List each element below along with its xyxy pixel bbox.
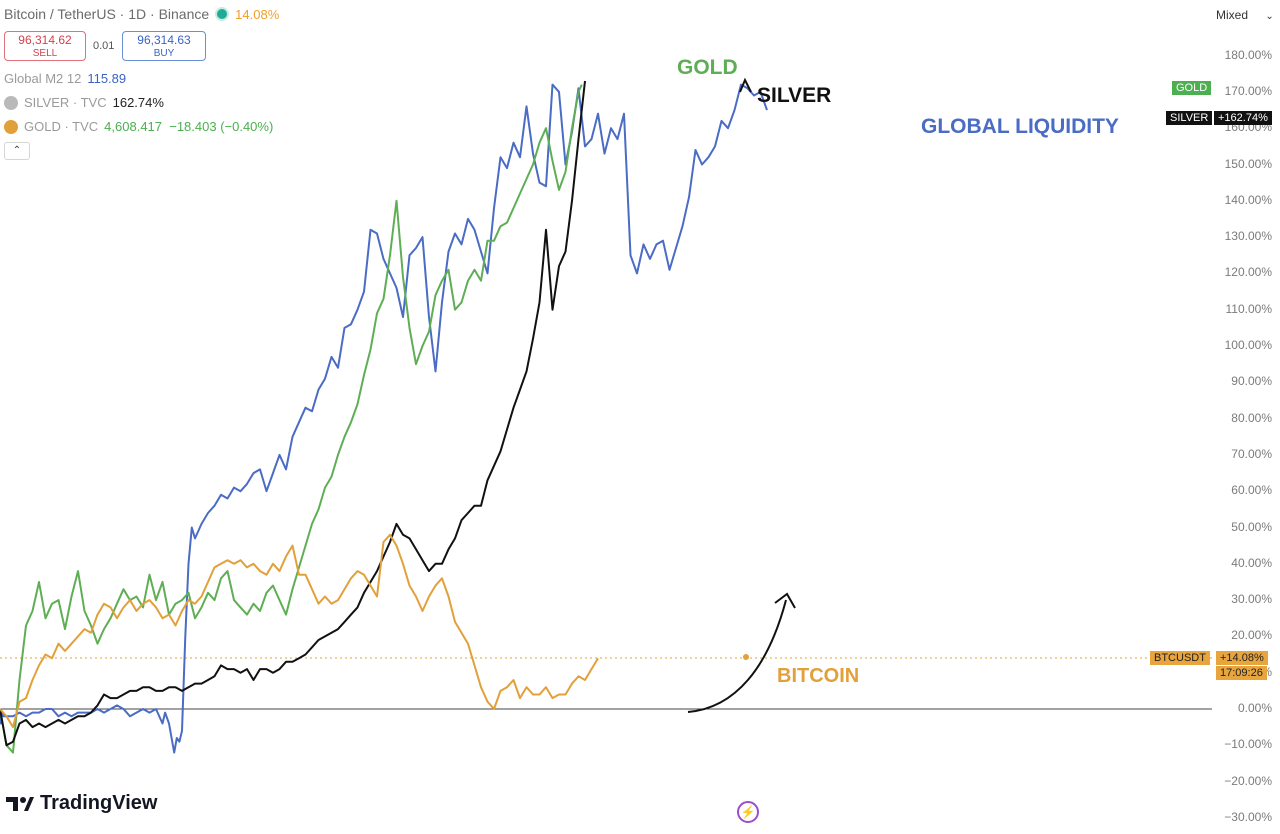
silver-icon bbox=[4, 95, 18, 110]
symbol-title[interactable]: Bitcoin / TetherUS · 1D · Binance bbox=[4, 6, 210, 22]
buy-label: BUY bbox=[153, 48, 175, 59]
gold-icon bbox=[4, 119, 18, 134]
y-axis-tick: 30.00% bbox=[1231, 592, 1272, 607]
silver-price-tag-name: SILVER bbox=[1166, 111, 1213, 125]
legend-m2-value: 115.89 bbox=[87, 71, 127, 86]
series-line-gold[interactable] bbox=[0, 84, 583, 754]
y-axis-tick: 180.00% bbox=[1224, 47, 1272, 62]
buy-button[interactable]: 96,314.63 BUY bbox=[122, 31, 206, 61]
legend-gold[interactable]: GOLD · TVC 4,608.417 −18.403 (−0.40%) bbox=[4, 119, 273, 134]
y-axis-tick: 60.00% bbox=[1231, 483, 1272, 498]
chevron-up-icon: ⌃ bbox=[12, 145, 22, 156]
legend-silver[interactable]: SILVER · TVC 162.74% bbox=[4, 95, 164, 110]
change-percent: 14.08% bbox=[235, 6, 280, 22]
y-axis-tick: 0.00% bbox=[1237, 701, 1272, 715]
gold-price-tag: GOLD bbox=[1172, 81, 1212, 95]
series-layer bbox=[0, 80, 768, 754]
y-axis-tick: 80.00% bbox=[1231, 410, 1272, 425]
scale-mode-label: Mixed bbox=[1216, 8, 1249, 22]
y-axis-tick: −30.00% bbox=[1224, 809, 1272, 824]
y-axis-tick: 130.00% bbox=[1224, 229, 1272, 244]
series-line-global-liquidity[interactable] bbox=[0, 83, 768, 754]
y-axis-tick: 110.00% bbox=[1225, 301, 1272, 316]
legend-silver-name: SILVER · TVC bbox=[24, 95, 107, 110]
bitcoin-trend-arrowhead bbox=[774, 592, 796, 609]
symbol-header[interactable]: Bitcoin / TetherUS · 1D · Binance 14.08% bbox=[4, 6, 279, 22]
tradingview-logo-text: TradingView bbox=[40, 792, 158, 814]
tradingview-logo-icon bbox=[6, 796, 34, 811]
y-axis-tick: 140.00% bbox=[1224, 192, 1272, 207]
y-axis-tick: 100.00% bbox=[1224, 338, 1272, 352]
gold-annotation: GOLD bbox=[677, 56, 738, 79]
spread-value: 0.01 bbox=[93, 40, 115, 52]
legend-collapse-button[interactable]: ⌃ bbox=[4, 142, 30, 160]
sell-price: 96,314.62 bbox=[18, 33, 72, 47]
legend-gold-value: 4,608.417 −18.403 (−0.40%) bbox=[104, 119, 274, 134]
silver-arrowhead bbox=[739, 77, 752, 93]
chevron-down-icon: ⌄ bbox=[1265, 11, 1274, 22]
sell-button[interactable]: 96,314.62 SELL bbox=[4, 31, 86, 61]
y-axis-tick: 90.00% bbox=[1231, 374, 1272, 389]
bitcoin-trend-arrow bbox=[687, 599, 787, 713]
market-status-icon bbox=[217, 9, 228, 19]
series-line-silver[interactable] bbox=[0, 80, 586, 747]
scale-mode-select[interactable]: Mixed ⌄ bbox=[1210, 4, 1280, 26]
sell-label: SELL bbox=[32, 48, 58, 59]
y-axis-tick: −10.00% bbox=[1224, 737, 1272, 752]
legend-m2[interactable]: Global M2 12 115.89 bbox=[4, 71, 126, 86]
silver-annotation: SILVER bbox=[757, 84, 832, 107]
y-axis-tick: 150.00% bbox=[1224, 156, 1272, 171]
silver-price-tag-value: +162.74% bbox=[1214, 111, 1272, 125]
y-axis-tick: 170.00% bbox=[1224, 83, 1272, 98]
btc-last-point bbox=[743, 654, 749, 660]
legend-silver-value: 162.74% bbox=[112, 95, 164, 110]
y-axis-tick: 40.00% bbox=[1231, 555, 1272, 570]
global-liquidity-annotation: GLOBAL LIQUIDITY bbox=[921, 115, 1119, 138]
buy-price: 96,314.63 bbox=[137, 33, 191, 47]
legend-gold-name: GOLD · TVC bbox=[24, 119, 99, 134]
bitcoin-annotation: BITCOIN bbox=[777, 665, 860, 687]
y-axis-tick: 120.00% bbox=[1224, 265, 1272, 280]
legend-m2-name: Global M2 12 bbox=[4, 71, 82, 86]
y-axis-tick: 70.00% bbox=[1231, 446, 1272, 461]
btc-price-tag-value: +14.08% bbox=[1216, 651, 1268, 665]
y-axis-tick: 50.00% bbox=[1231, 519, 1272, 534]
btc-price-tag-time: 17:09:26 bbox=[1216, 666, 1267, 680]
bolt-icon[interactable]: ⚡ bbox=[737, 801, 759, 823]
tradingview-logo[interactable]: TradingView bbox=[6, 792, 157, 815]
y-axis-tick: 20.00% bbox=[1231, 628, 1272, 643]
btc-price-tag-name: BTCUSDT bbox=[1150, 651, 1210, 665]
series-line-bitcoin[interactable] bbox=[0, 533, 599, 729]
y-axis-tick: −20.00% bbox=[1224, 773, 1272, 788]
